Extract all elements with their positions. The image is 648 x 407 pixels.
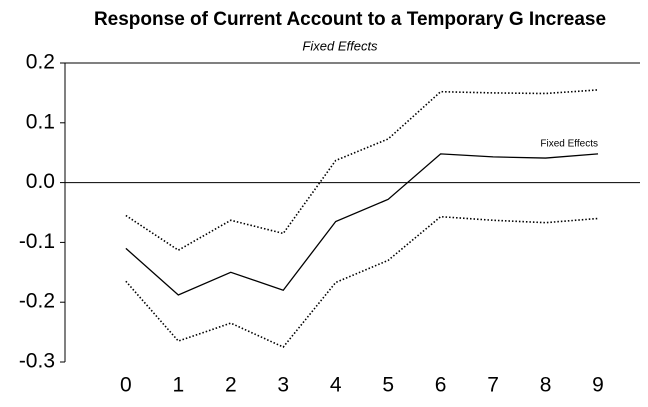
x-tick-label: 7 (487, 374, 499, 397)
x-tick-label: 2 (225, 374, 237, 397)
x-tick-label: 0 (120, 374, 132, 397)
x-tick-label: 9 (592, 374, 604, 397)
x-tick-label: 1 (172, 374, 184, 397)
series-line (125, 153, 599, 296)
x-tick-label: 5 (382, 374, 394, 397)
y-tick-label: -0.2 (19, 290, 55, 313)
series-line (125, 89, 599, 252)
y-tick-label: -0.3 (19, 350, 55, 373)
chart-title: Response of Current Account to a Tempora… (94, 9, 606, 30)
series-line (125, 215, 599, 349)
x-tick-label: 4 (330, 374, 342, 397)
x-tick-label: 6 (435, 374, 447, 397)
series-label: Fixed Effects (540, 139, 598, 150)
x-tick-label: 8 (540, 374, 552, 397)
x-tick-label: 3 (277, 374, 289, 397)
chart-subtitle: Fixed Effects (302, 38, 378, 53)
y-tick-label: 0.0 (26, 170, 55, 193)
y-tick-label: 0.2 (26, 51, 55, 74)
y-tick-label: 0.1 (26, 110, 55, 133)
y-tick-label: -0.1 (19, 230, 55, 253)
